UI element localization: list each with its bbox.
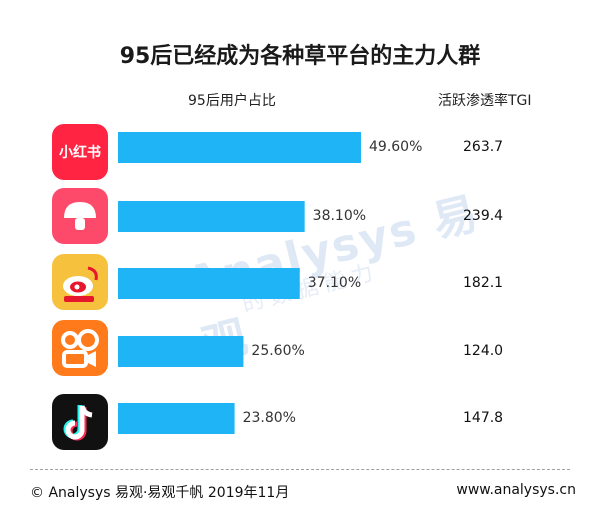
- tiktok-icon: [52, 394, 108, 450]
- tgi-column-header: 活跃渗透率TGI: [438, 93, 532, 109]
- footer-divider: [30, 469, 570, 470]
- mushroom-icon: [52, 188, 108, 244]
- share-bar-4: [118, 403, 235, 434]
- tgi-value-label-1: 239.4: [463, 208, 504, 224]
- footer-copyright: © Analysys 易观·易观千帆 2019年11月: [30, 485, 290, 501]
- footer-website: www.analysys.cn: [456, 482, 576, 498]
- tiktok-icon-glyph: [63, 405, 93, 441]
- xiaohongshu-icon-text: 小红书: [59, 145, 101, 161]
- share-bar-0: [118, 132, 361, 163]
- share-bar-2: [118, 268, 300, 299]
- mushroom-icon-glyph: [64, 202, 96, 230]
- tgi-value-label-2: 182.1: [463, 275, 504, 291]
- xiaohongshu-icon: 小红书: [52, 124, 108, 180]
- weibo-icon-glyph: [63, 266, 98, 302]
- share-bar-1: [118, 201, 305, 232]
- share-bar-3: [118, 336, 244, 367]
- tgi-value-label-4: 147.8: [463, 410, 504, 426]
- share-value-label-0: 49.60%: [369, 139, 423, 155]
- share-value-label-1: 38.10%: [312, 208, 367, 224]
- share-value-label-2: 37.10%: [307, 275, 362, 291]
- kuaishou-icon: [52, 320, 108, 376]
- chart-title: 95后已经成为各种草平台的主力人群: [119, 44, 481, 69]
- share-value-label-3: 25.60%: [251, 343, 305, 359]
- share-value-label-4: 23.80%: [242, 410, 296, 426]
- weibo-icon: [52, 254, 108, 310]
- tgi-value-label-0: 263.7: [463, 139, 504, 155]
- tgi-value-label-3: 124.0: [463, 343, 504, 359]
- share-column-header: 95后用户占比: [188, 93, 276, 109]
- kuaishou-icon-glyph: [61, 329, 99, 368]
